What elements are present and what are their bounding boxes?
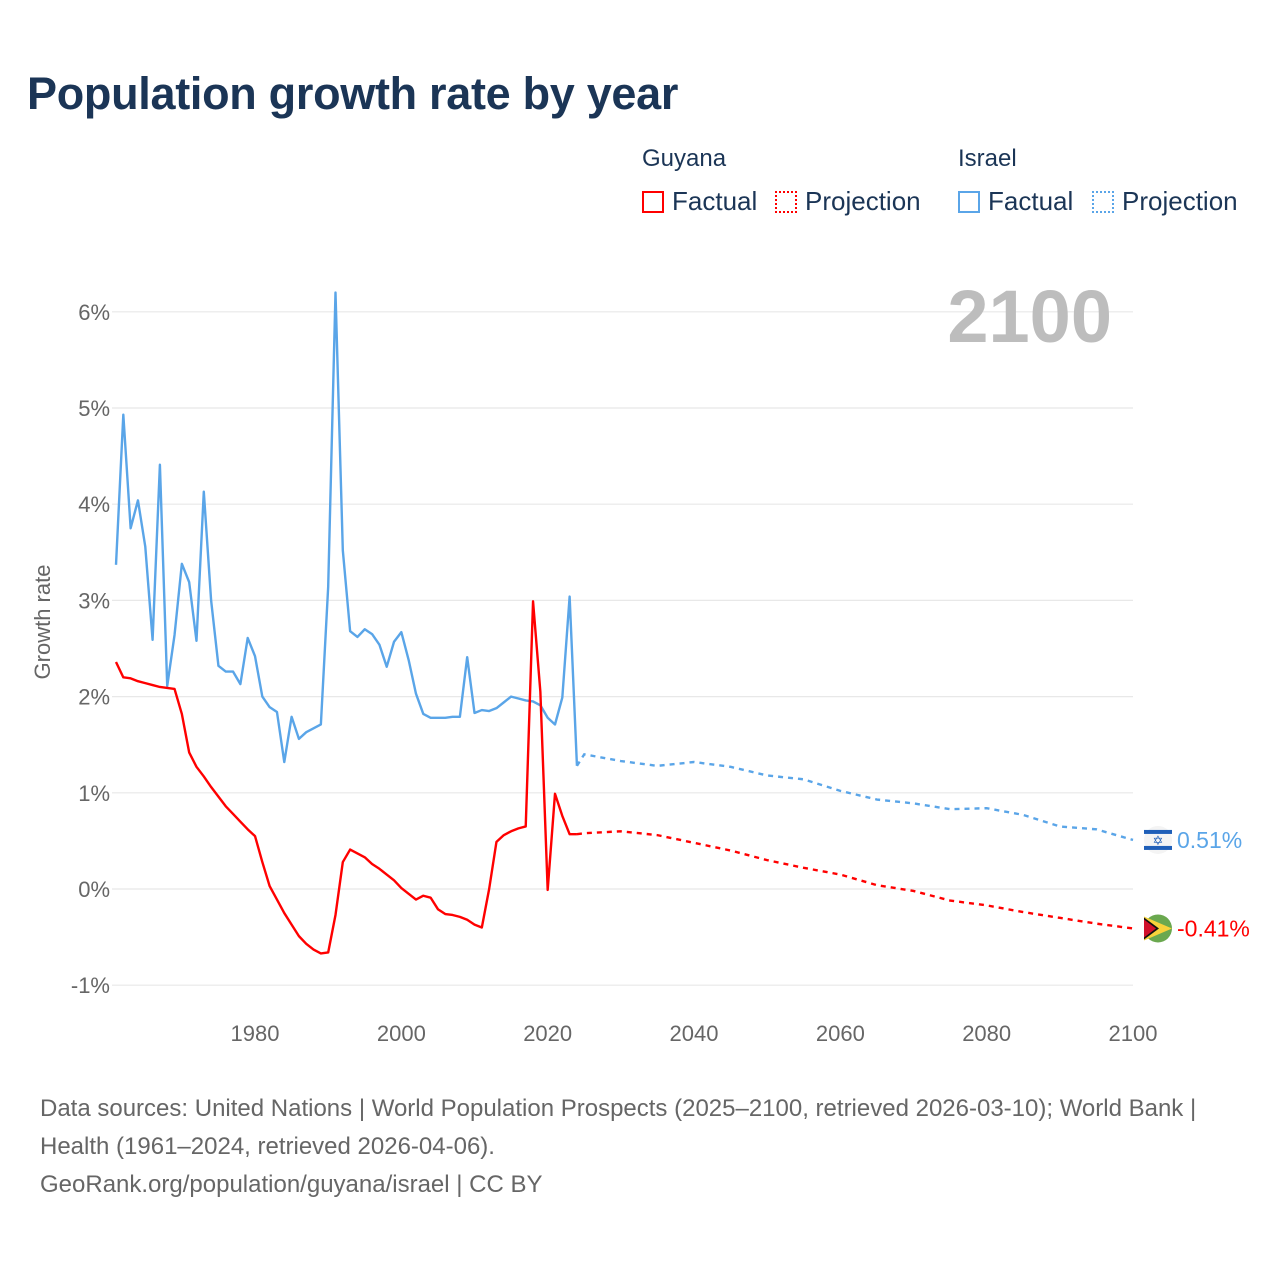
y-tick-label: -1% <box>71 973 110 998</box>
x-tick-label: 1980 <box>231 1021 280 1046</box>
israel-flag-icon: ✡ <box>1144 825 1172 854</box>
legend-label: Factual <box>672 186 758 216</box>
legend-label: Projection <box>805 186 921 216</box>
legend-swatch-dotted <box>1092 190 1114 213</box>
legend-swatch-dotted <box>775 190 797 213</box>
legend-group-guyana: Guyana <box>642 145 727 172</box>
legend-label: Factual <box>988 186 1074 216</box>
x-tick-label: 2000 <box>377 1021 426 1046</box>
legend-group-israel: Israel <box>958 145 1017 172</box>
attribution-link[interactable]: GeoRank.org/population/guyana/israel | C… <box>40 1171 543 1198</box>
y-tick-label: 2% <box>78 685 110 710</box>
data-sources: Data sources: United Nations | World Pop… <box>40 1095 1197 1160</box>
x-tick-label: 2040 <box>670 1021 719 1046</box>
flag-stripe <box>1144 845 1172 850</box>
star-of-david: ✡ <box>1153 833 1164 848</box>
guyana-flag-icon <box>1144 914 1172 943</box>
legend-label: Projection <box>1122 186 1238 216</box>
guyana-factual-line <box>114 600 577 955</box>
guyana-end-label: -0.41% <box>1177 915 1250 941</box>
legend-guyana-projection[interactable]: Projection <box>775 186 921 217</box>
israel-factual-line <box>114 291 579 766</box>
year-watermark: 2100 <box>947 275 1112 358</box>
guyana-projection-line <box>576 830 1134 930</box>
flag-stripe <box>1144 829 1172 834</box>
chart-title: Population growth rate by year <box>27 68 679 119</box>
x-tick-label: 2060 <box>816 1021 865 1046</box>
flag-triangle <box>1144 919 1156 938</box>
legend-israel-factual[interactable]: Factual <box>958 186 1073 217</box>
y-tick-label: 4% <box>78 492 110 517</box>
y-axis-label: Growth rate <box>30 565 55 680</box>
x-tick-label: 2100 <box>1109 1021 1158 1046</box>
y-tick-label: 6% <box>78 300 110 325</box>
legend-swatch-solid <box>642 190 664 213</box>
israel-end-label: 0.51% <box>1177 827 1242 853</box>
x-tick-label: 2080 <box>962 1021 1011 1046</box>
israel-projection-line <box>575 752 1134 842</box>
y-tick-label: 3% <box>78 588 110 613</box>
legend-israel-projection[interactable]: Projection <box>1092 186 1238 217</box>
legend-guyana-factual[interactable]: Factual <box>642 186 757 217</box>
x-tick-label: 2020 <box>523 1021 572 1046</box>
y-tick-label: 0% <box>78 877 110 902</box>
legend-swatch-solid <box>958 190 980 213</box>
y-tick-label: 1% <box>78 781 110 806</box>
footer: Data sources: United Nations | World Pop… <box>40 1090 1240 1204</box>
y-tick-label: 5% <box>78 396 110 421</box>
